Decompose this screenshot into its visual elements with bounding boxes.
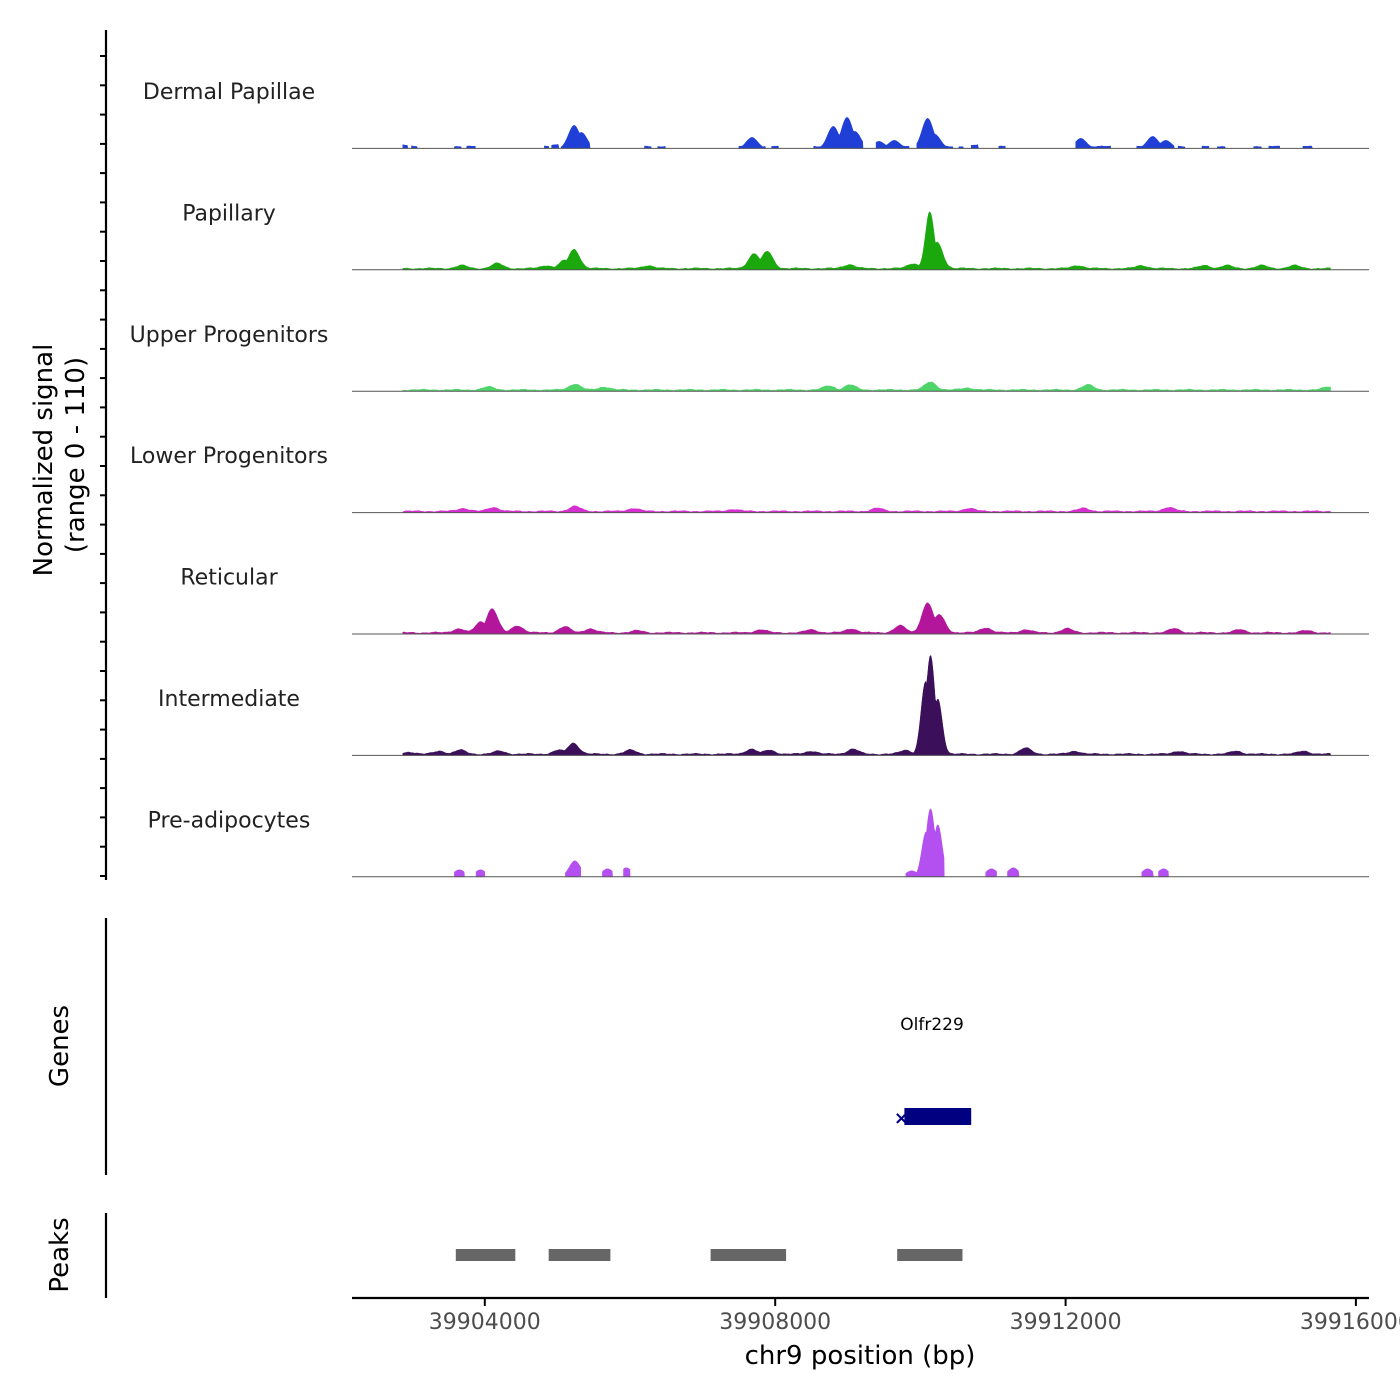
signal-area-intermediate: [402, 654, 1331, 756]
x-tick-label: 39904000: [429, 1310, 541, 1335]
track-reticular: Reticular: [180, 566, 1369, 635]
x-tick-label: 39908000: [719, 1310, 831, 1335]
peak-region-1[interactable]: [455, 1249, 516, 1261]
track-label-papillary: Papillary: [182, 201, 276, 226]
track-label-pre-adipocytes: Pre-adipocytes: [148, 808, 311, 833]
signal-area-pre-adipocytes: [454, 808, 1169, 878]
genes-panel-label: Genes: [45, 1005, 75, 1087]
x-axis-ticks: 39904000 39908000 39912000 39916000: [429, 1298, 1400, 1335]
y-axis-label-line1: Normalized signal: [29, 344, 59, 577]
track-intermediate: Intermediate: [158, 654, 1369, 756]
x-axis-label: chr9 position (bp): [745, 1341, 976, 1371]
gene-strand-arrow-icon: ×: [894, 1108, 909, 1129]
track-papillary: Papillary: [182, 201, 1369, 271]
x-tick-label: 39916000: [1300, 1310, 1400, 1335]
track-pre-adipocytes: Pre-adipocytes: [148, 808, 1369, 878]
track-label-intermediate: Intermediate: [158, 687, 300, 712]
track-label-upper-progenitors: Upper Progenitors: [130, 323, 329, 348]
peak-region-4[interactable]: [897, 1249, 963, 1261]
track-upper-progenitors: Upper Progenitors: [130, 323, 1369, 392]
peaks-panel-label: Peaks: [45, 1217, 75, 1292]
signal-area-papillary: [402, 211, 1331, 271]
signal-area-lower-progenitors: [402, 505, 1331, 513]
coverage-tracks: Dermal Papillae Papillary Upper Progenitor…: [130, 80, 1369, 878]
track-label-reticular: Reticular: [180, 566, 278, 591]
track-label-lower-progenitors: Lower Progenitors: [130, 444, 328, 469]
track-dermal-papillae: Dermal Papillae: [143, 80, 1369, 149]
peak-regions: [455, 1249, 963, 1261]
track-label-dermal-papillae: Dermal Papillae: [143, 80, 315, 105]
gene-body-olfr229[interactable]: [904, 1108, 972, 1125]
signal-area-upper-progenitors: [402, 381, 1331, 392]
signal-area-dermal-papillae: [402, 117, 1313, 149]
coverage-y-ticks: [100, 55, 106, 877]
x-tick-label: 39912000: [1010, 1310, 1122, 1335]
peak-region-3[interactable]: [710, 1249, 787, 1261]
peak-region-2[interactable]: [548, 1249, 611, 1261]
y-axis-label-line2: (range 0 - 110): [61, 357, 91, 553]
track-lower-progenitors: Lower Progenitors: [130, 444, 1369, 514]
signal-area-reticular: [402, 602, 1331, 635]
gene-label-olfr229: Olfr229: [900, 1015, 964, 1035]
